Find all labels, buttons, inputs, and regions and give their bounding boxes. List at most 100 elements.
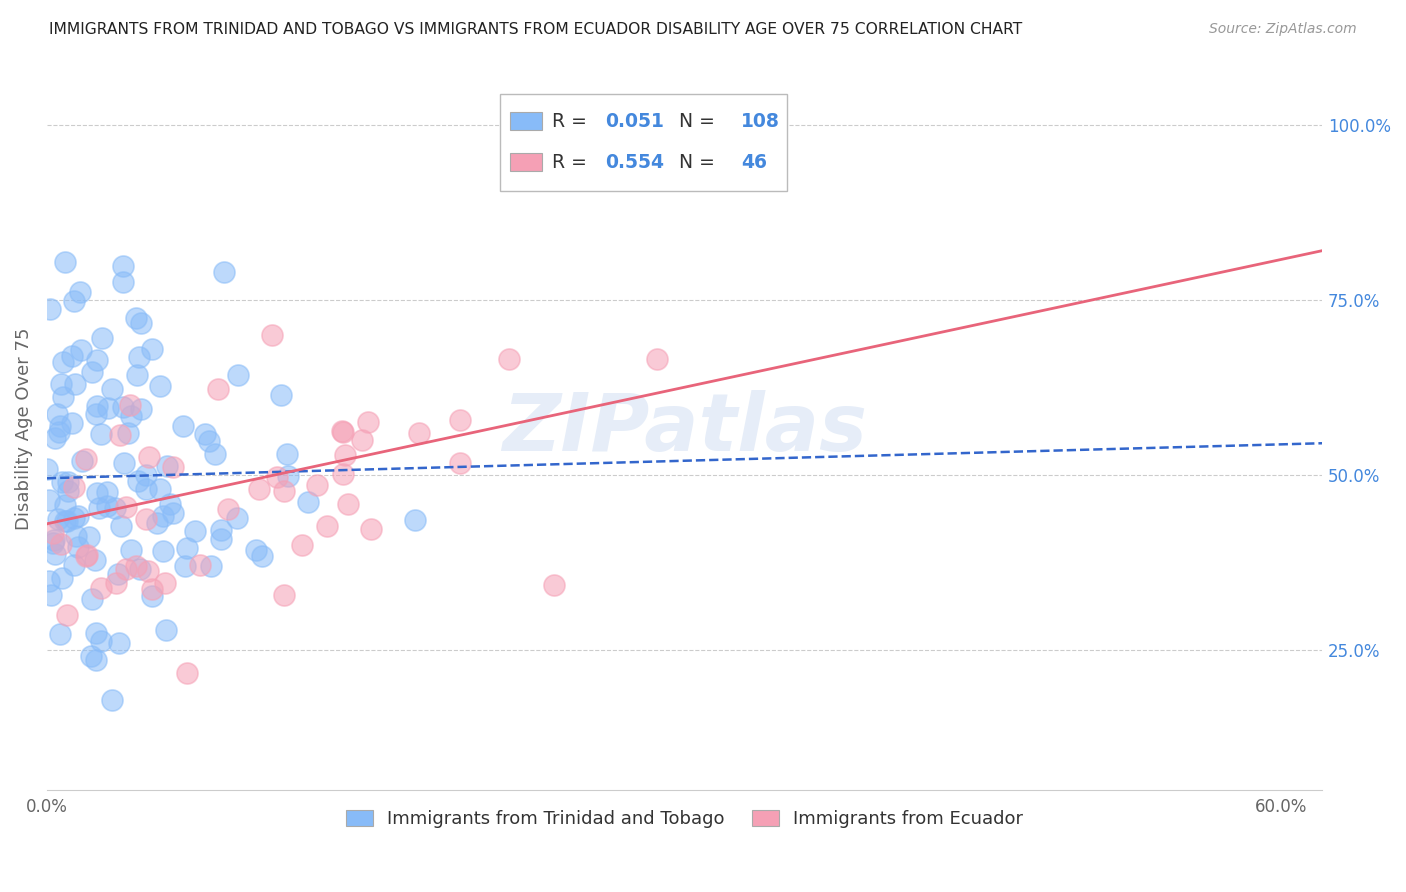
Point [245,542,267,557]
Point [39,588,62,602]
Point [42,536,65,550]
Point [56,484,79,499]
Point [70,343,93,358]
Point [152,544,174,558]
Point [141,342,163,356]
Point [214,265,236,279]
Point [252,549,274,563]
Point [108,636,131,650]
Point [58,475,80,489]
Point [60,349,83,363]
Bar [510,153,541,171]
Point [153,576,176,591]
Point [104,575,127,590]
Point [51,571,73,585]
Point [277,468,299,483]
Point [225,510,247,524]
Point [67,540,90,554]
Point [135,512,157,526]
Point [176,541,198,555]
Point [172,419,194,434]
Point [645,352,668,367]
Point [120,409,142,423]
Point [45,407,67,421]
Point [86,486,108,500]
Point [270,388,292,402]
Point [56,514,79,528]
Point [84,407,107,421]
Point [176,665,198,680]
Point [129,401,152,416]
Bar [499,94,787,191]
Point [96,484,118,499]
Point [112,456,135,470]
Point [63,511,86,525]
Point [70,454,93,468]
Point [141,590,163,604]
Point [188,558,211,573]
Bar [510,112,541,130]
Text: Source: ZipAtlas.com: Source: ZipAtlas.com [1209,22,1357,37]
Point [337,497,360,511]
Point [53,514,76,528]
Point [90,633,112,648]
Point [332,425,354,440]
Point [297,495,319,509]
Point [110,428,132,442]
Text: 108: 108 [741,112,780,131]
Point [37,462,59,476]
Point [101,382,124,396]
Point [69,285,91,299]
Point [55,255,77,269]
Point [86,399,108,413]
Point [44,431,66,445]
Point [200,559,222,574]
Point [75,452,97,467]
Point [357,416,380,430]
Point [307,477,329,491]
Point [75,549,97,564]
Point [350,433,373,447]
Point [107,567,129,582]
Point [128,351,150,365]
Point [62,479,84,493]
Point [120,543,142,558]
Point [104,501,127,516]
Text: N =: N = [666,153,721,172]
Point [38,574,60,589]
Point [333,449,356,463]
Point [90,581,112,595]
Point [46,512,69,526]
Point [247,482,270,496]
Text: R =: R = [553,112,593,131]
Point [260,327,283,342]
Point [125,310,148,325]
Point [52,390,75,404]
Point [56,608,79,623]
Point [63,558,86,573]
Point [145,516,167,531]
Point [82,365,104,379]
Point [49,376,72,391]
Point [80,648,103,663]
Point [44,547,66,561]
Point [117,426,139,441]
Point [155,624,177,638]
Point [316,519,339,533]
Point [84,653,107,667]
Point [449,456,471,470]
Point [128,562,150,576]
Point [127,475,149,489]
Point [87,500,110,515]
Point [162,459,184,474]
Point [184,524,207,538]
Point [51,537,73,551]
Point [76,549,98,563]
Text: 46: 46 [741,153,766,172]
Point [63,294,86,309]
Point [141,582,163,597]
Point [67,508,90,523]
Point [53,498,76,512]
Point [112,259,135,273]
Point [84,553,107,567]
